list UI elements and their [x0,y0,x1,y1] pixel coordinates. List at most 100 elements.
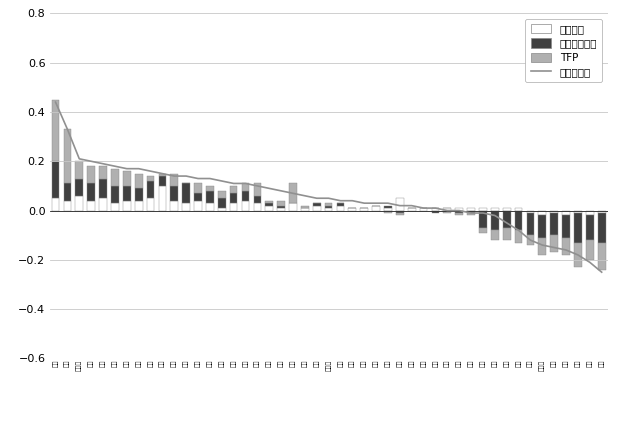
Bar [64,201,71,211]
Bar [491,208,498,211]
Bar [301,206,309,208]
Bar [170,186,178,201]
Bar [325,203,332,206]
Bar [562,211,570,215]
Bar [586,240,593,260]
Bar [562,238,570,255]
Bar [170,201,178,211]
Bar [467,213,475,215]
Bar [289,203,297,211]
Bar [455,211,463,213]
Bar [598,213,606,243]
Bar [194,201,202,211]
Bar [159,176,166,186]
Bar [551,213,558,235]
Bar [242,201,249,211]
Bar [182,203,190,211]
Bar [277,201,285,206]
Bar [313,206,321,211]
Bar [384,211,392,213]
Bar [526,235,534,245]
Bar [491,230,498,240]
Bar [337,203,344,206]
Bar [159,173,166,176]
Bar [455,208,463,211]
Bar [515,208,523,211]
Bar [206,186,214,191]
Bar [467,211,475,213]
Bar [586,211,593,215]
Bar [360,208,368,211]
Bar [348,208,356,211]
Bar [301,208,309,211]
Bar [396,213,404,215]
Bar [218,198,226,208]
Bar [111,169,119,186]
Bar [170,174,178,186]
Bar [242,191,249,201]
Bar [432,208,440,211]
Bar [159,186,166,211]
Bar [551,211,558,213]
Bar [206,191,214,203]
Bar [515,230,523,243]
Bar [51,99,60,161]
Bar [99,166,107,179]
Bar [254,203,261,211]
Bar [526,211,534,213]
Bar [76,196,83,211]
Bar [135,201,143,211]
Bar [51,198,60,211]
Bar [111,203,119,211]
Bar [64,129,71,184]
Bar [503,228,510,240]
Bar [87,201,95,211]
Bar [526,213,534,235]
Bar [503,208,510,211]
Bar [230,186,237,194]
Bar [76,161,83,179]
Bar [254,184,261,196]
Bar [254,196,261,203]
Bar [230,194,237,203]
Bar [432,211,440,213]
Bar [99,198,107,211]
Bar [598,243,606,270]
Bar [111,186,119,203]
Bar [289,184,297,203]
Bar [384,208,392,211]
Bar [396,198,404,211]
Bar [64,184,71,201]
Bar [574,243,582,267]
Bar [396,211,404,213]
Bar [538,238,546,255]
Bar [123,171,131,186]
Bar [76,179,83,196]
Bar [277,208,285,211]
Bar [194,194,202,201]
Bar [538,215,546,237]
Bar [455,213,463,215]
Bar [206,203,214,211]
Bar [479,211,487,228]
Bar [242,184,249,191]
Bar [384,206,392,208]
Bar [123,186,131,201]
Bar [325,208,332,211]
Bar [218,208,226,211]
Bar [87,166,95,184]
Bar [479,228,487,233]
Bar [598,211,606,213]
Bar [147,176,154,181]
Bar [515,211,523,230]
Bar [586,215,593,240]
Bar [420,208,427,211]
Bar [194,184,202,194]
Bar [265,206,273,211]
Bar [147,198,154,211]
Bar [337,206,344,211]
Bar [230,203,237,211]
Bar [87,184,95,201]
Bar [443,211,451,213]
Bar [538,211,546,215]
